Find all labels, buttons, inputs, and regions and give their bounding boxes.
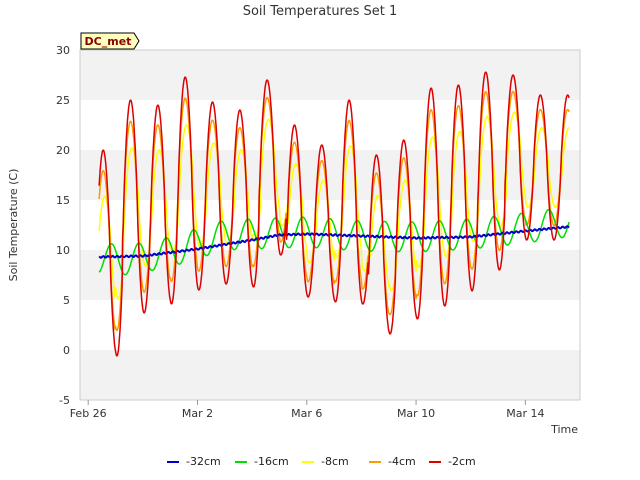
- x-axis-label: Time: [550, 423, 578, 436]
- site-badge-box: [80, 32, 140, 50]
- y-axis-label: Soil Temperature (C): [7, 169, 20, 282]
- legend-label: -8cm: [321, 455, 349, 468]
- y-tick-label: 10: [56, 244, 70, 257]
- grid-band: [80, 350, 580, 400]
- y-tick-label: 5: [63, 294, 70, 307]
- y-tick-label: 20: [56, 144, 70, 157]
- x-tick-label: Mar 2: [182, 407, 213, 420]
- legend-label: -4cm: [388, 455, 416, 468]
- series-lines: [98, 71, 570, 357]
- y-tick-label: 15: [56, 194, 70, 207]
- y-axis-ticks: -5 0 5 10 15 20 25 30: [56, 44, 70, 407]
- grid-band: [80, 300, 580, 350]
- x-tick-label: Mar 10: [397, 407, 435, 420]
- y-tick-label: -5: [59, 394, 70, 407]
- x-tick-label: Mar 6: [291, 407, 322, 420]
- legend-label: -16cm: [254, 455, 289, 468]
- x-axis-ticks: Feb 26 Mar 2 Mar 6 Mar 10 Mar 14: [70, 400, 544, 420]
- legend-label: -2cm: [448, 455, 476, 468]
- y-tick-label: 25: [56, 94, 70, 107]
- site-badge-label: DC_met: [85, 35, 132, 48]
- y-tick-label: 30: [56, 44, 70, 57]
- plot-frame: [79, 49, 581, 401]
- chart-title: Soil Temperatures Set 1: [243, 4, 398, 19]
- x-tick-label: Feb 26: [70, 407, 107, 420]
- grid-band: [80, 100, 580, 150]
- series-line-minus-32cm: [98, 225, 570, 259]
- y-tick-label: 0: [63, 344, 70, 357]
- legend: -32cm -16cm -8cm -4cm -2cm: [167, 455, 476, 468]
- series-line-minus-16cm: [98, 208, 570, 276]
- grid-band: [80, 50, 580, 100]
- x-tick-label: Mar 14: [506, 407, 544, 420]
- site-badge: DC_met: [80, 32, 140, 50]
- series-line-minus-2cm: [98, 71, 570, 357]
- legend-label: -32cm: [186, 455, 221, 468]
